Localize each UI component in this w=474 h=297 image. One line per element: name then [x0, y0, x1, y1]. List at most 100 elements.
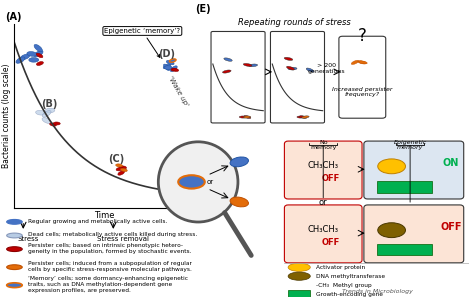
- Bar: [377, 181, 432, 193]
- Text: Stable inheritance: Stable inheritance: [473, 179, 474, 237]
- Ellipse shape: [119, 166, 127, 169]
- Ellipse shape: [288, 272, 310, 280]
- Ellipse shape: [6, 47, 15, 52]
- Text: or: or: [319, 198, 328, 207]
- Ellipse shape: [173, 68, 179, 71]
- Text: (B): (B): [41, 99, 58, 109]
- FancyBboxPatch shape: [284, 141, 362, 199]
- Ellipse shape: [35, 56, 42, 61]
- Bar: [377, 244, 432, 255]
- Ellipse shape: [30, 50, 39, 56]
- Ellipse shape: [351, 60, 359, 64]
- Ellipse shape: [20, 54, 30, 59]
- Ellipse shape: [230, 197, 248, 207]
- Ellipse shape: [31, 61, 40, 67]
- Ellipse shape: [178, 175, 205, 189]
- Text: Stress: Stress: [18, 236, 39, 242]
- Ellipse shape: [239, 116, 247, 118]
- Text: Trends in Microbiology: Trends in Microbiology: [341, 289, 412, 294]
- Ellipse shape: [54, 122, 60, 125]
- FancyBboxPatch shape: [364, 205, 464, 263]
- Text: CH₃CH₃: CH₃CH₃: [308, 225, 339, 234]
- Bar: [288, 290, 310, 297]
- Text: (A): (A): [5, 12, 22, 22]
- FancyBboxPatch shape: [339, 36, 386, 118]
- Ellipse shape: [118, 171, 125, 175]
- Ellipse shape: [284, 57, 293, 60]
- Text: OFF: OFF: [321, 238, 340, 247]
- Text: Persister cells; induced from a subpopulation of regular
cells by specific stres: Persister cells; induced from a subpopul…: [28, 261, 192, 272]
- Text: DNA methyltransferase: DNA methyltransferase: [316, 274, 385, 279]
- Circle shape: [158, 142, 238, 222]
- Ellipse shape: [42, 110, 51, 117]
- Ellipse shape: [30, 60, 39, 67]
- Text: Stress removal: Stress removal: [97, 236, 149, 242]
- Ellipse shape: [36, 110, 46, 115]
- Text: Increased persister
frequency?: Increased persister frequency?: [332, 87, 392, 97]
- Ellipse shape: [116, 164, 122, 167]
- Ellipse shape: [224, 58, 232, 61]
- Text: Epigenetic ‘memory’?: Epigenetic ‘memory’?: [104, 28, 181, 57]
- Ellipse shape: [249, 64, 257, 67]
- Ellipse shape: [116, 167, 123, 171]
- Ellipse shape: [169, 59, 176, 62]
- Text: Dead cells; metabolically active cells killed during stress.: Dead cells; metabolically active cells k…: [28, 232, 197, 237]
- Ellipse shape: [171, 68, 177, 71]
- Ellipse shape: [288, 67, 297, 70]
- FancyBboxPatch shape: [211, 31, 265, 123]
- Text: (C): (C): [108, 154, 124, 164]
- Text: or: or: [207, 179, 214, 185]
- Ellipse shape: [164, 66, 172, 69]
- Text: OFF: OFF: [321, 174, 340, 183]
- Ellipse shape: [32, 59, 38, 64]
- Ellipse shape: [301, 116, 309, 118]
- Ellipse shape: [243, 116, 251, 118]
- Ellipse shape: [164, 64, 170, 70]
- Text: Regular growing and metabolically active cells.: Regular growing and metabolically active…: [28, 219, 167, 224]
- Ellipse shape: [45, 108, 55, 113]
- Ellipse shape: [230, 157, 248, 167]
- Text: (E): (E): [195, 4, 210, 15]
- Y-axis label: Bacterial counts (log scale): Bacterial counts (log scale): [2, 64, 11, 168]
- Text: No
memory: No memory: [310, 140, 337, 150]
- Text: Repeating rounds of stress: Repeating rounds of stress: [237, 18, 350, 27]
- Text: > 200
generations: > 200 generations: [308, 63, 345, 74]
- Ellipse shape: [7, 283, 22, 287]
- Text: (D): (D): [158, 49, 175, 59]
- Text: Epigenetic
memory: Epigenetic memory: [393, 140, 427, 150]
- FancyBboxPatch shape: [271, 31, 325, 123]
- Text: -CH₃  Methyl group: -CH₃ Methyl group: [316, 283, 372, 287]
- Ellipse shape: [166, 60, 174, 65]
- Ellipse shape: [7, 265, 22, 270]
- Text: Growth-encoding gene: Growth-encoding gene: [316, 292, 383, 296]
- Ellipse shape: [297, 116, 304, 118]
- Ellipse shape: [288, 263, 310, 271]
- Ellipse shape: [378, 159, 405, 174]
- Text: 'Wake up': 'Wake up': [167, 75, 190, 108]
- Text: ‘Memory’ cells; some dormancy-enhancing epigenetic
traits, such as DNA methylati: ‘Memory’ cells; some dormancy-enhancing …: [28, 276, 188, 293]
- FancyBboxPatch shape: [284, 205, 362, 263]
- Ellipse shape: [50, 123, 56, 126]
- Ellipse shape: [286, 66, 294, 70]
- Ellipse shape: [243, 63, 252, 67]
- Text: CH₃CH₃: CH₃CH₃: [308, 161, 339, 170]
- Ellipse shape: [300, 116, 307, 118]
- Ellipse shape: [244, 116, 251, 119]
- Text: ?: ?: [358, 27, 367, 45]
- Ellipse shape: [170, 66, 177, 72]
- FancyBboxPatch shape: [364, 141, 464, 199]
- Ellipse shape: [120, 168, 127, 172]
- Ellipse shape: [358, 61, 366, 64]
- Ellipse shape: [7, 219, 22, 224]
- Text: ON: ON: [443, 158, 459, 168]
- Ellipse shape: [378, 223, 405, 238]
- Ellipse shape: [7, 247, 22, 252]
- Ellipse shape: [222, 70, 231, 73]
- Ellipse shape: [42, 118, 51, 124]
- Ellipse shape: [7, 233, 22, 238]
- Ellipse shape: [358, 61, 367, 64]
- Ellipse shape: [3, 60, 12, 66]
- X-axis label: Time: Time: [94, 211, 115, 220]
- Text: Activator protein: Activator protein: [316, 265, 365, 270]
- Ellipse shape: [306, 68, 314, 72]
